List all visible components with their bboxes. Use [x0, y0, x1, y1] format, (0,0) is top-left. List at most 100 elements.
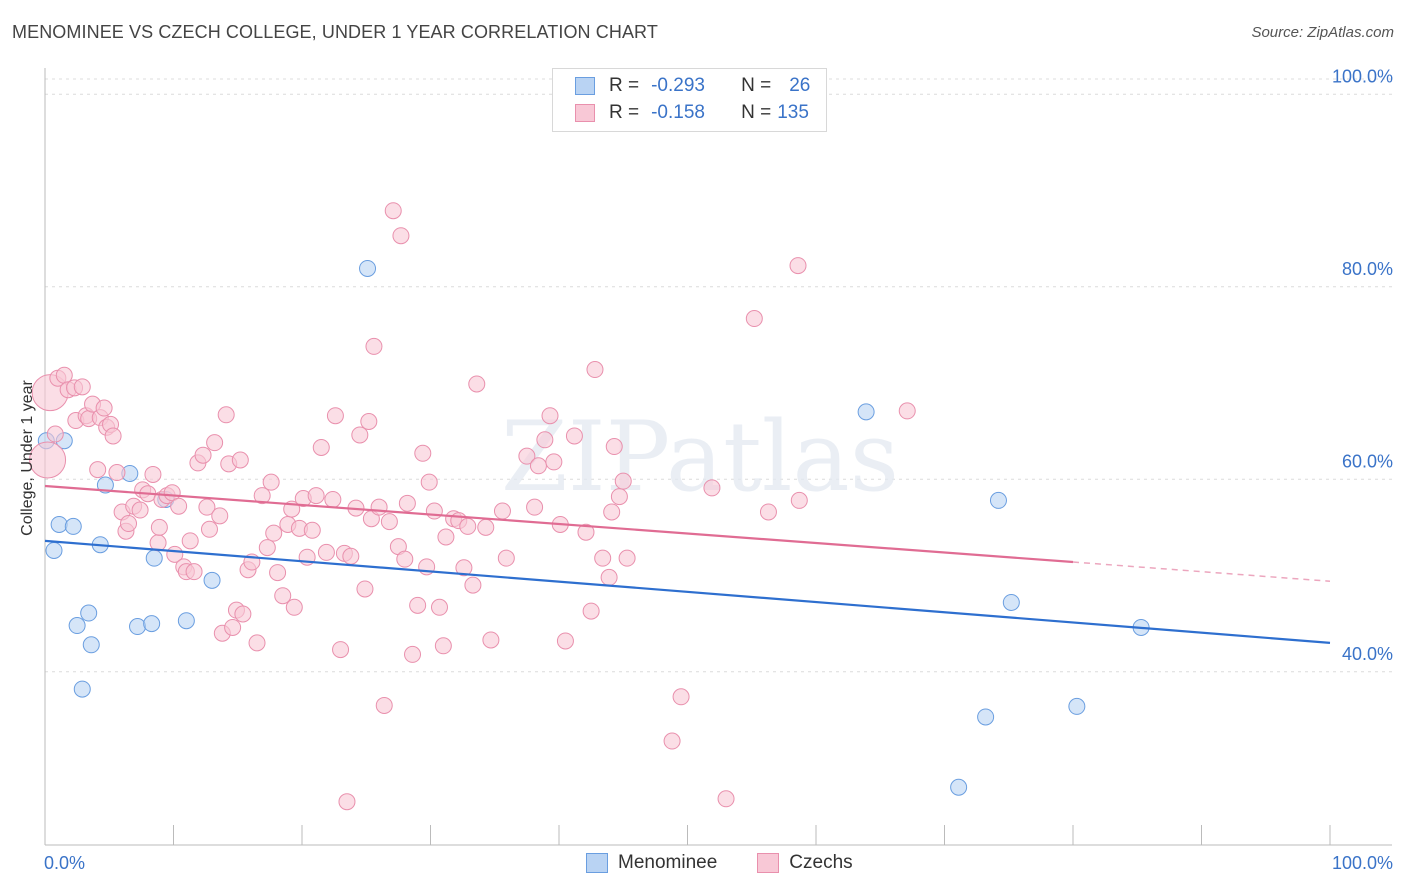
y-tick-label: 60.0%: [1342, 451, 1393, 471]
czechs-point: [468, 375, 486, 393]
czechs-point: [312, 438, 330, 456]
czechs-point: [351, 426, 369, 444]
czechs-point: [120, 515, 138, 533]
czechs-r-value: -0.158: [651, 102, 705, 123]
czechs-point: [529, 457, 547, 475]
menominee-point: [80, 604, 98, 622]
czechs-legend-swatch: [757, 853, 780, 873]
czechs-point: [703, 479, 721, 497]
czechs-point: [265, 524, 283, 542]
czechs-point: [95, 399, 113, 417]
czechs-point: [586, 361, 604, 379]
legend-item-menominee[interactable]: Menominee: [586, 852, 717, 874]
correlation-legend: R = -0.293 N = 26 R = -0.158 N = 135: [552, 68, 827, 132]
menominee-point: [82, 636, 100, 654]
czechs-point: [430, 598, 448, 616]
legend-item-czechs[interactable]: Czechs: [757, 852, 853, 874]
czechs-point: [375, 696, 393, 714]
menominee-point: [1002, 593, 1020, 611]
czechs-point: [170, 497, 188, 515]
czechs-point: [380, 513, 398, 531]
czechs-point: [898, 402, 916, 420]
menominee-point: [96, 476, 114, 494]
y-tick-label: 100.0%: [1332, 66, 1393, 86]
czechs-point: [618, 549, 636, 567]
czechs-point: [600, 568, 618, 586]
czechs-point: [29, 441, 67, 479]
czechs-point: [434, 637, 452, 655]
czechs-point: [541, 407, 559, 425]
x-tick-label: 100.0%: [1332, 853, 1393, 873]
czechs-point: [324, 490, 342, 508]
menominee-point: [977, 708, 995, 726]
czechs-point: [370, 498, 388, 516]
menominee-legend-swatch: [586, 853, 608, 873]
czechs-point: [414, 444, 432, 462]
menominee-point: [64, 517, 82, 535]
czechs-point: [234, 605, 252, 623]
czechs-point: [258, 539, 276, 557]
czechs-point: [356, 580, 374, 598]
n-label: N =: [741, 102, 772, 123]
menominee-point: [857, 403, 875, 421]
chart-title: MENOMINEE VS CZECH COLLEGE, UNDER 1 YEAR…: [12, 22, 658, 42]
czechs-legend-label: Czechs: [789, 852, 853, 873]
czechs-point: [556, 632, 574, 650]
czechs-trend-extension: [1072, 561, 1331, 583]
czechs-point: [477, 518, 495, 536]
czechs-point: [518, 447, 536, 465]
czechs-point: [73, 378, 91, 396]
czechs-point: [409, 596, 427, 614]
menominee-point: [177, 612, 195, 630]
czechs-point: [605, 438, 623, 456]
czechs-point: [360, 413, 378, 430]
czechs-point: [224, 618, 242, 636]
czechs-point: [338, 793, 356, 811]
menominee-point: [203, 571, 221, 589]
czechs-point: [396, 550, 414, 568]
czechs-point: [459, 517, 477, 535]
y-tick-label: 80.0%: [1342, 259, 1393, 279]
czechs-point: [217, 406, 235, 424]
czechs-point: [108, 464, 126, 482]
legend-row-menominee: R = -0.293 N = 26: [575, 74, 810, 98]
menominee-point: [50, 515, 68, 533]
menominee-point: [989, 491, 1007, 509]
x-tick-label: 0.0%: [44, 853, 85, 873]
czechs-point: [603, 503, 621, 521]
czechs-point: [582, 602, 600, 620]
czechs-point: [437, 528, 455, 546]
czechs-point: [194, 446, 212, 464]
czechs-point: [745, 310, 763, 328]
menominee-point: [143, 615, 161, 633]
czechs-point: [717, 790, 735, 808]
menominee-n-value: 26: [789, 75, 811, 96]
menominee-point: [73, 680, 91, 698]
czechs-point: [231, 451, 249, 469]
data-points: [29, 202, 1150, 811]
menominee-point: [45, 541, 63, 559]
czechs-point: [577, 523, 595, 541]
czechs-point: [464, 576, 482, 594]
czechs-point: [420, 473, 438, 491]
source-label: Source: ZipAtlas.com: [1251, 24, 1394, 41]
czechs-point: [526, 498, 544, 516]
czechs-point: [614, 472, 632, 490]
series-legend: Menominee Czechs: [586, 852, 893, 874]
watermark: ZIPatlas: [501, 401, 899, 513]
czechs-point: [384, 202, 402, 220]
czechs-point: [594, 549, 612, 567]
czechs-point: [789, 257, 807, 275]
czechs-point: [307, 487, 325, 505]
trend-lines: [44, 484, 1331, 644]
czechs-point: [332, 641, 350, 659]
legend-row-czechs: R = -0.158 N = 135: [575, 101, 809, 125]
menominee-point: [359, 259, 377, 277]
czechs-point: [759, 503, 777, 521]
czechs-point: [365, 337, 383, 355]
y-axis-label: College, Under 1 year: [19, 380, 36, 536]
r-label: R =: [609, 75, 640, 96]
czechs-point: [317, 543, 335, 561]
czechs-point: [269, 564, 287, 582]
